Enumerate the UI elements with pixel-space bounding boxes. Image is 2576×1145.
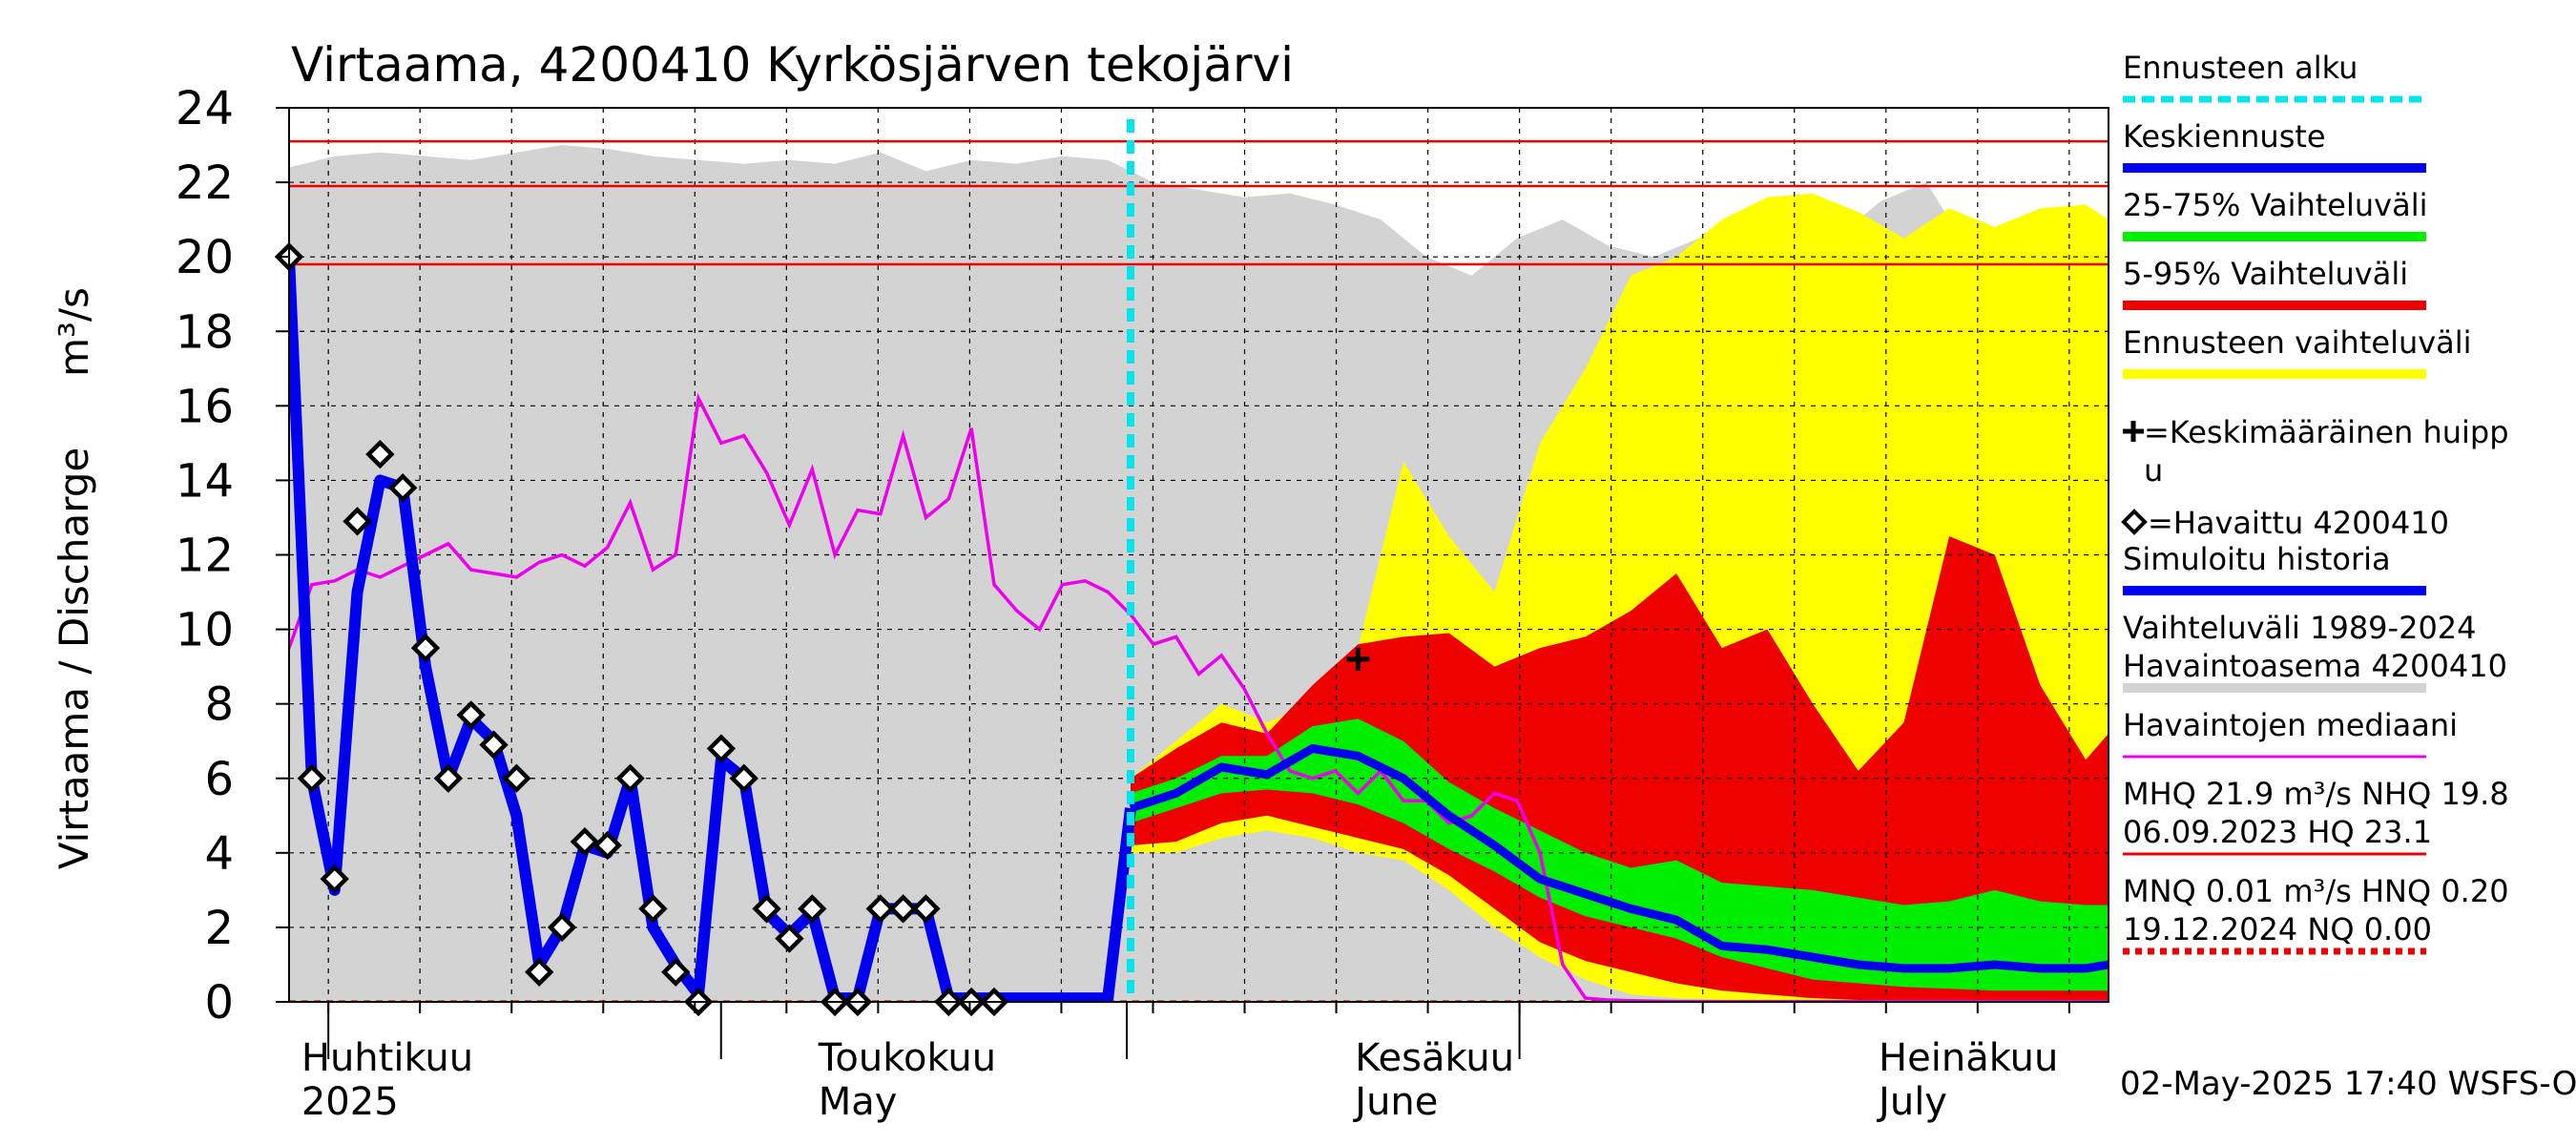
- plot-area: [289, 108, 2109, 1002]
- legend-historical-label: Vaihteluväli 1989-2024: [2123, 610, 2477, 646]
- y-tick-label: 16: [176, 380, 234, 433]
- legend-forecast_start-label: Ennusteen alku: [2123, 50, 2358, 86]
- legend-mean_peak-icon: [2123, 421, 2144, 442]
- legend-band_25_75-label: 25-75% Vaihteluväli: [2123, 187, 2427, 223]
- observed-point: [525, 957, 554, 987]
- y-tick-label: 2: [204, 902, 234, 955]
- plot-overlay: [274, 119, 1370, 1017]
- legend-stats_low-label: MNQ 0.01 m³/s HNQ 0.20: [2123, 873, 2509, 909]
- observed-point: [388, 473, 418, 503]
- observed-point: [343, 507, 372, 536]
- y-tick-label: 8: [204, 678, 234, 732]
- observed-point: [547, 912, 577, 943]
- observed-point: [479, 730, 509, 760]
- legend-observed-label: =Havaittu 4200410: [2148, 505, 2449, 541]
- legend-median-label: Havaintojen mediaani: [2123, 707, 2458, 743]
- observed-point: [570, 826, 600, 857]
- footer-timestamp: 02-May-2025 17:40 WSFS-O: [2120, 1065, 2576, 1103]
- month-label: Heinäkuu: [1879, 1036, 2058, 1080]
- month-label-en: June: [1352, 1080, 1438, 1124]
- y-axis-unit: m³/s: [51, 287, 97, 377]
- observed-point: [661, 957, 691, 987]
- legend-mean_peak-label-2: u: [2144, 452, 2163, 489]
- legend-stats_high-label: MHQ 21.9 m³/s NHQ 19.8: [2123, 776, 2509, 812]
- y-axis-label: Virtaama / Discharge: [51, 448, 97, 870]
- y-tick-label: 12: [176, 530, 234, 583]
- y-tick-label: 22: [176, 156, 234, 210]
- y-tick-label: 4: [204, 827, 234, 881]
- legend-forecast_range-label: Ennusteen vaihteluväli: [2123, 324, 2472, 361]
- observed-point: [320, 864, 349, 894]
- observed-point: [456, 700, 486, 730]
- band-25-75: [1131, 718, 2109, 991]
- legend-mean_peak-label: =Keskimääräinen huipp: [2144, 414, 2509, 450]
- legend-stats_low-label-2: 19.12.2024 NQ 0.00: [2123, 911, 2432, 947]
- month-label-en: July: [1876, 1080, 1947, 1124]
- observed-point: [615, 763, 645, 793]
- y-tick-label: 20: [176, 231, 234, 284]
- y-tick-label: 14: [176, 454, 234, 508]
- legend-simulated-label: Simuloitu historia: [2123, 541, 2391, 577]
- month-label-en: 2025: [301, 1080, 399, 1124]
- mean-peak-marker: [1346, 647, 1370, 671]
- month-label-en: May: [819, 1080, 898, 1124]
- observed-point: [752, 894, 781, 924]
- observed-point: [775, 924, 804, 953]
- y-tick-label: 24: [176, 82, 234, 135]
- month-label: Huhtikuu: [301, 1036, 473, 1080]
- chart-title: Virtaama, 4200410 Kyrkösjärven tekojärvi: [291, 37, 1294, 93]
- observed-point: [798, 894, 827, 924]
- observed-point: [410, 633, 441, 663]
- band-5-95: [1131, 536, 2109, 1002]
- mean-forecast-line: [1129, 744, 2109, 973]
- observed-point: [592, 830, 622, 861]
- observed-point: [638, 894, 668, 924]
- legend: Ennusteen alku Keskiennuste 25-75% Vaihtel…: [2121, 50, 2509, 955]
- observed-point: [297, 763, 327, 793]
- observed-point: [911, 894, 941, 924]
- observed-point: [433, 763, 464, 793]
- y-tick-label: 6: [204, 753, 234, 806]
- y-tick-label: 18: [176, 305, 234, 359]
- month-label: Kesäkuu: [1355, 1036, 1514, 1080]
- observed-point: [729, 763, 758, 793]
- y-tick-label: 0: [204, 976, 234, 1030]
- month-label: Toukokuu: [818, 1036, 996, 1080]
- observed-point: [888, 894, 918, 924]
- legend-stats_high-label-2: 06.09.2023 HQ 23.1: [2123, 814, 2432, 850]
- observed-point: [706, 734, 737, 763]
- observed-point: [865, 894, 895, 924]
- legend-observed-icon: [2121, 509, 2148, 535]
- observed-point: [365, 439, 395, 469]
- legend-band_5_95-label: 5-95% Vaihteluväli: [2123, 256, 2408, 292]
- observed-point: [502, 763, 531, 793]
- legend-historical-label-2: Havaintoasema 4200410: [2123, 648, 2507, 684]
- legend-mean_forecast-label: Keskiennuste: [2123, 118, 2326, 155]
- y-tick-label: 10: [176, 604, 234, 657]
